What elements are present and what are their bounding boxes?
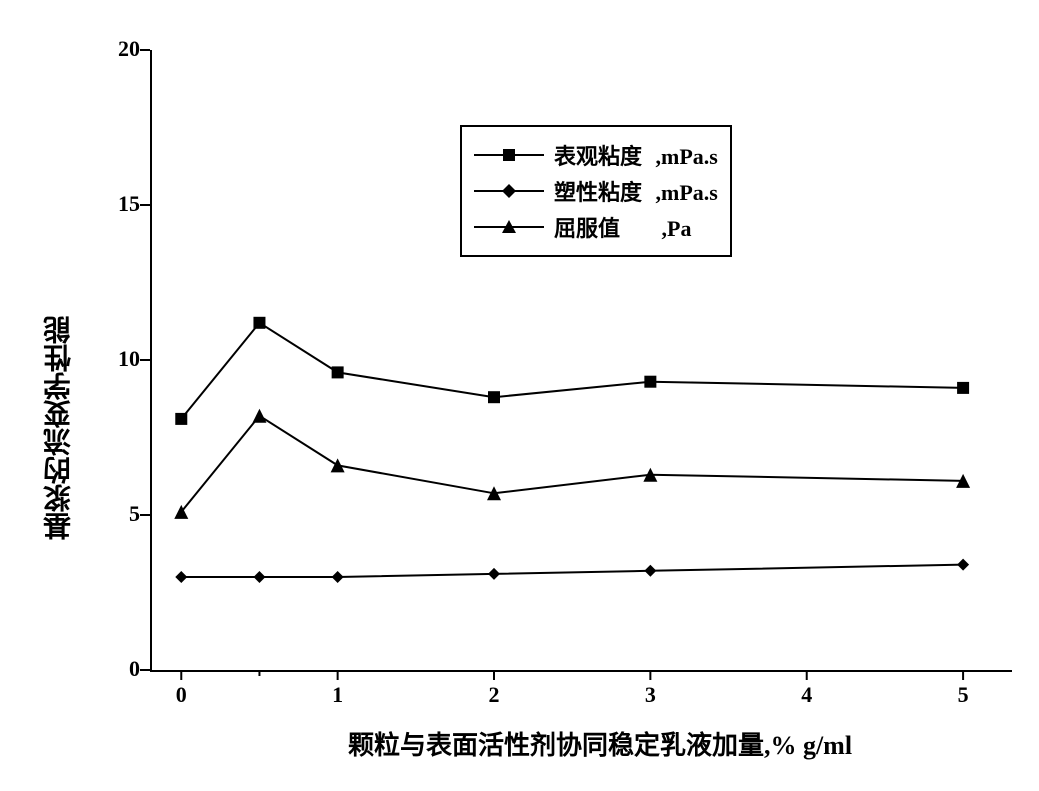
x-tick-label: 1 bbox=[323, 682, 353, 708]
y-tick-label: 10 bbox=[95, 346, 140, 372]
y-tick-label: 20 bbox=[95, 36, 140, 62]
legend-series-name: 塑性粘度 bbox=[554, 180, 642, 205]
legend-series-unit: ,Pa bbox=[662, 216, 692, 241]
y-tick-label: 5 bbox=[95, 501, 140, 527]
legend-row-apparent-viscosity: 表观粘度 ,mPa.s bbox=[474, 139, 718, 171]
legend-series-unit: ,mPa.s bbox=[656, 180, 718, 205]
legend-line-marker bbox=[474, 190, 544, 192]
x-axis-label: 颗粒与表面活性剂协同稳定乳液加量,% g/ml bbox=[200, 725, 1000, 762]
legend-line-marker bbox=[474, 154, 544, 156]
legend-line-marker bbox=[474, 226, 544, 228]
x-tick-label: 0 bbox=[166, 682, 196, 708]
x-tick-label: 3 bbox=[635, 682, 665, 708]
legend-series-name: 屈服值 bbox=[554, 216, 620, 241]
triangle-icon bbox=[501, 219, 517, 235]
x-tick-label: 2 bbox=[479, 682, 509, 708]
legend-row-yield-value: 屈服值 ,Pa bbox=[474, 211, 718, 243]
legend-row-plastic-viscosity: 塑性粘度 ,mPa.s bbox=[474, 175, 718, 207]
y-axis-label: 基浆的流变学性能 bbox=[40, 180, 80, 540]
diamond-icon bbox=[501, 183, 517, 199]
chart-container: 基浆的流变学性能 颗粒与表面活性剂协同稳定乳液加量,% g/ml 0510152… bbox=[20, 20, 1020, 770]
legend-label: 表观粘度 ,mPa.s bbox=[554, 139, 718, 171]
y-tick-label: 15 bbox=[95, 191, 140, 217]
legend-box: 表观粘度 ,mPa.s 塑性粘度 ,mPa.s 屈服值 bbox=[460, 125, 732, 257]
legend-label: 塑性粘度 ,mPa.s bbox=[554, 175, 718, 207]
square-icon bbox=[502, 148, 516, 162]
legend-series-name: 表观粘度 bbox=[554, 144, 642, 169]
y-tick-label: 0 bbox=[95, 656, 140, 682]
x-tick-label: 5 bbox=[948, 682, 978, 708]
legend-label: 屈服值 ,Pa bbox=[554, 211, 691, 243]
legend-series-unit: ,mPa.s bbox=[656, 144, 718, 169]
x-tick-label: 4 bbox=[792, 682, 822, 708]
